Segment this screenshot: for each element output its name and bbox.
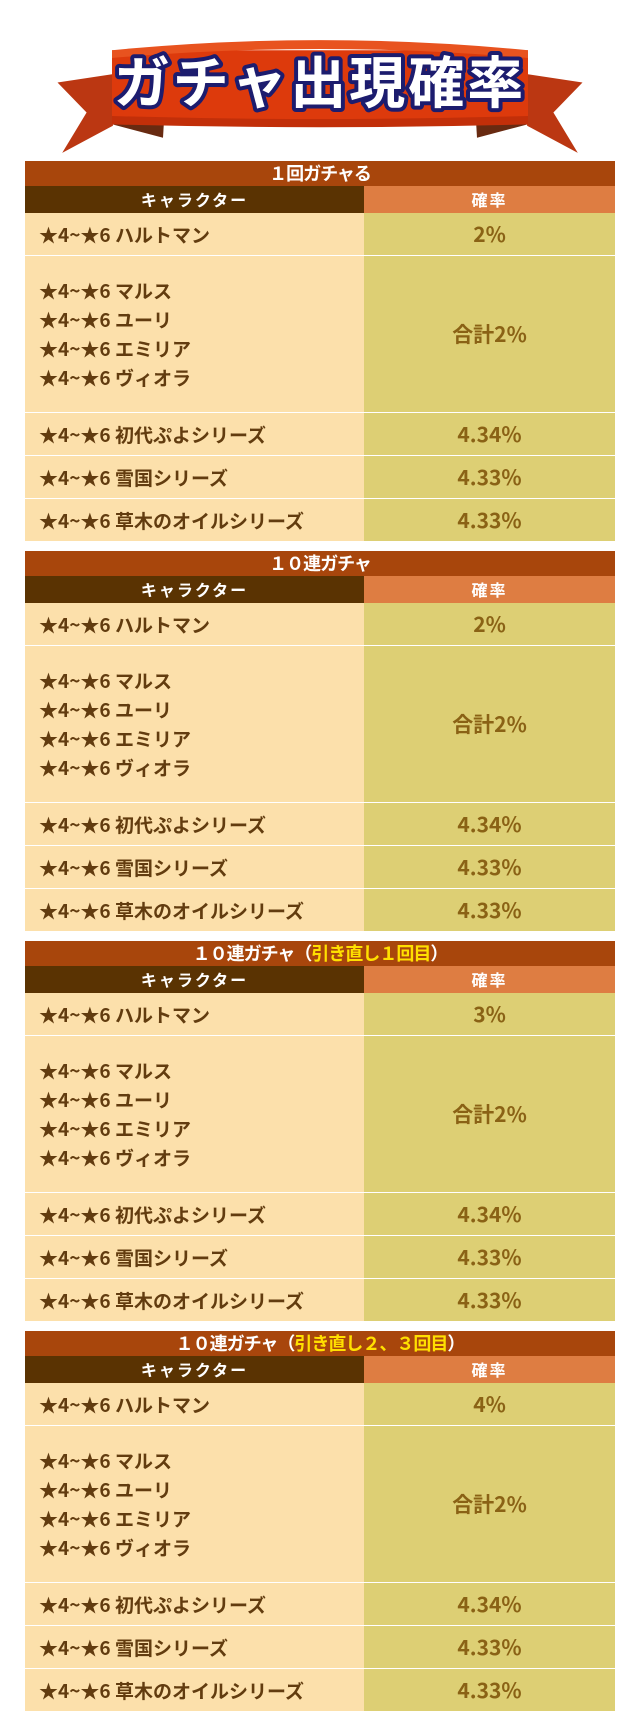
svg-text:ガチャ出現確率: ガチャ出現確率 <box>114 39 526 120</box>
